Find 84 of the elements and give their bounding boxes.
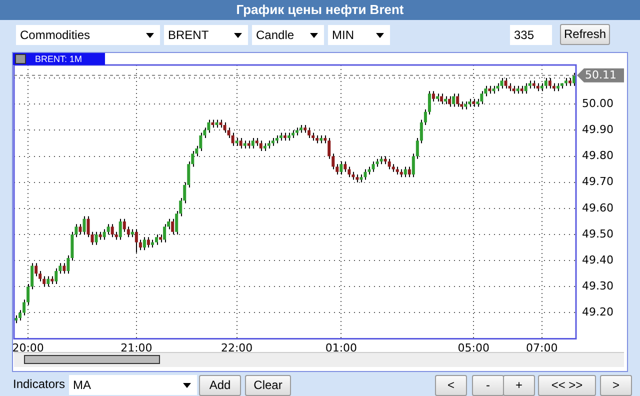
candlestick [420,119,423,144]
candlestick [126,226,130,238]
fit-button[interactable]: << >> [538,375,596,396]
candlestick [504,78,508,89]
y-tick-label: 49.60 [582,201,614,214]
y-tick-label: 50.00 [582,96,614,110]
zoom-out-button[interactable]: - [472,375,504,396]
candlestick [308,127,311,139]
candlestick [134,228,138,254]
y-tick-label: 49.40 [582,253,614,266]
indicator-select[interactable]: MA [69,375,197,395]
candlestick [372,160,375,172]
bar-count-field[interactable]: 335 [510,25,552,45]
candlestick [62,262,66,274]
candlestick [46,276,50,288]
candlestick [404,166,407,178]
candlestick [138,239,142,251]
candlestick [259,140,262,152]
candlestick [344,160,347,172]
candlestick [155,234,158,246]
y-tick-label: 49.70 [582,175,614,188]
y-tick-label: 49.20 [582,306,614,319]
candlestick [251,138,254,149]
candlestick [440,93,444,105]
candlestick [54,268,58,285]
interval-select[interactable]: MIN [328,25,390,45]
candlestick [412,153,415,178]
candlestick [122,218,126,232]
candlestick [118,218,122,240]
candlestick [548,78,552,89]
category-select[interactable]: Commodities [16,25,160,45]
clear-button[interactable]: Clear [245,375,291,396]
candlestick [78,224,82,235]
back-button[interactable]: < [435,375,467,396]
candlestick [544,78,548,89]
indicators-label: Indicators [13,376,66,393]
x-tick-label: 22:00 [220,341,253,354]
x-tick-label: 05:00 [458,341,490,354]
chart-title: График цены нефти Brent [0,0,640,20]
candlestick [239,138,242,149]
x-tick-label: 07:00 [526,341,558,354]
candlestick [572,72,576,86]
x-tick-label: 20:00 [12,341,44,354]
ref-line-label: 50.11 [585,68,616,82]
panel-tab: BRENT: 1M [13,53,105,65]
y-tick-label: 49.50 [582,227,614,240]
refresh-button[interactable]: Refresh [560,24,610,45]
symbol-select[interactable]: BRENT [164,25,248,45]
chart-kind-select[interactable]: Candle [252,25,324,45]
candlestick [428,90,431,116]
candlestick [102,228,106,240]
y-tick-label: 49.90 [582,123,614,136]
candlestick [90,231,94,246]
x-tick-label: 21:00 [120,341,152,354]
candlestick [456,93,460,108]
candlestick [500,78,504,89]
candlestick [452,93,456,108]
candlestick [524,82,528,94]
candlestick [94,231,98,246]
add-button[interactable]: Add [199,375,241,396]
candlestick [171,218,174,235]
forward-button[interactable]: > [600,375,632,396]
candlestick [110,224,114,238]
candlestick [388,158,391,170]
candlestick [106,224,110,235]
candlestick [34,262,38,277]
candlestick [82,216,86,235]
candlestick [146,236,150,248]
y-tick-label: 49.30 [582,280,614,293]
candlestick [480,90,484,105]
candlestick [408,166,411,178]
candlestick [340,160,343,176]
candlestick [163,224,166,243]
candlestick [448,96,452,108]
candlestick [86,216,90,238]
candlestick [416,138,419,160]
candlestick [223,122,226,134]
candlestick [424,108,427,126]
candlestick [432,90,435,102]
candlestick [142,236,146,251]
y-tick-label: 49.80 [582,149,614,162]
candlestick [364,168,367,180]
x-tick-label: 01:00 [325,341,358,354]
zoom-in-button[interactable]: + [503,375,535,396]
